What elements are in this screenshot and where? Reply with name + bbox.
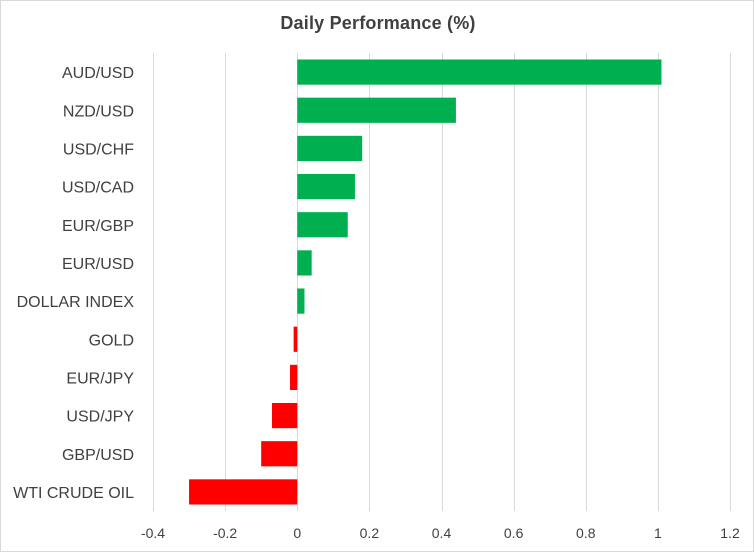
category-label: USD/CAD (62, 180, 134, 197)
bar (297, 135, 363, 162)
x-tick-label: -0.2 (213, 525, 237, 541)
category-label: NZD/USD (63, 103, 134, 120)
category-label: EUR/JPY (66, 370, 134, 387)
bars (189, 59, 662, 505)
x-tick-label: 0 (293, 525, 301, 541)
category-label: DOLLAR INDEX (17, 294, 135, 311)
bar (189, 479, 298, 505)
category-label: AUD/USD (62, 65, 134, 82)
x-tick-label: -0.4 (141, 525, 165, 541)
bar (297, 97, 456, 123)
bar (297, 288, 305, 314)
x-tick-label: 0.2 (360, 525, 380, 541)
bar (297, 173, 355, 200)
x-tick-label: 1.2 (720, 525, 740, 541)
category-label: USD/JPY (66, 409, 134, 426)
category-label: GOLD (89, 332, 134, 349)
bar (290, 364, 298, 391)
bar (272, 402, 298, 429)
category-label: WTI CRUDE OIL (13, 485, 134, 502)
x-tick-label: 0.4 (432, 525, 452, 541)
bar (297, 212, 348, 238)
category-label: EUR/USD (62, 256, 134, 273)
category-label: USD/CHF (63, 141, 134, 158)
x-tick-label: 0.8 (576, 525, 596, 541)
x-tick-labels: -0.4 -0.2 0 0.2 0.4 0.6 0.8 1 1.2 (141, 525, 740, 541)
category-label: EUR/GBP (62, 218, 134, 235)
chart-title: Daily Performance (%) (280, 13, 476, 33)
bar (261, 441, 298, 467)
category-labels: AUD/USD NZD/USD USD/CHF USD/CAD EUR/GBP EUR/U… (13, 65, 134, 502)
bar (293, 326, 298, 352)
bar (297, 59, 662, 85)
bar (297, 250, 312, 276)
x-tick-label: 1 (654, 525, 662, 541)
x-tick-label: 0.6 (504, 525, 524, 541)
category-label: GBP/USD (62, 447, 134, 464)
gridlines (153, 53, 731, 511)
